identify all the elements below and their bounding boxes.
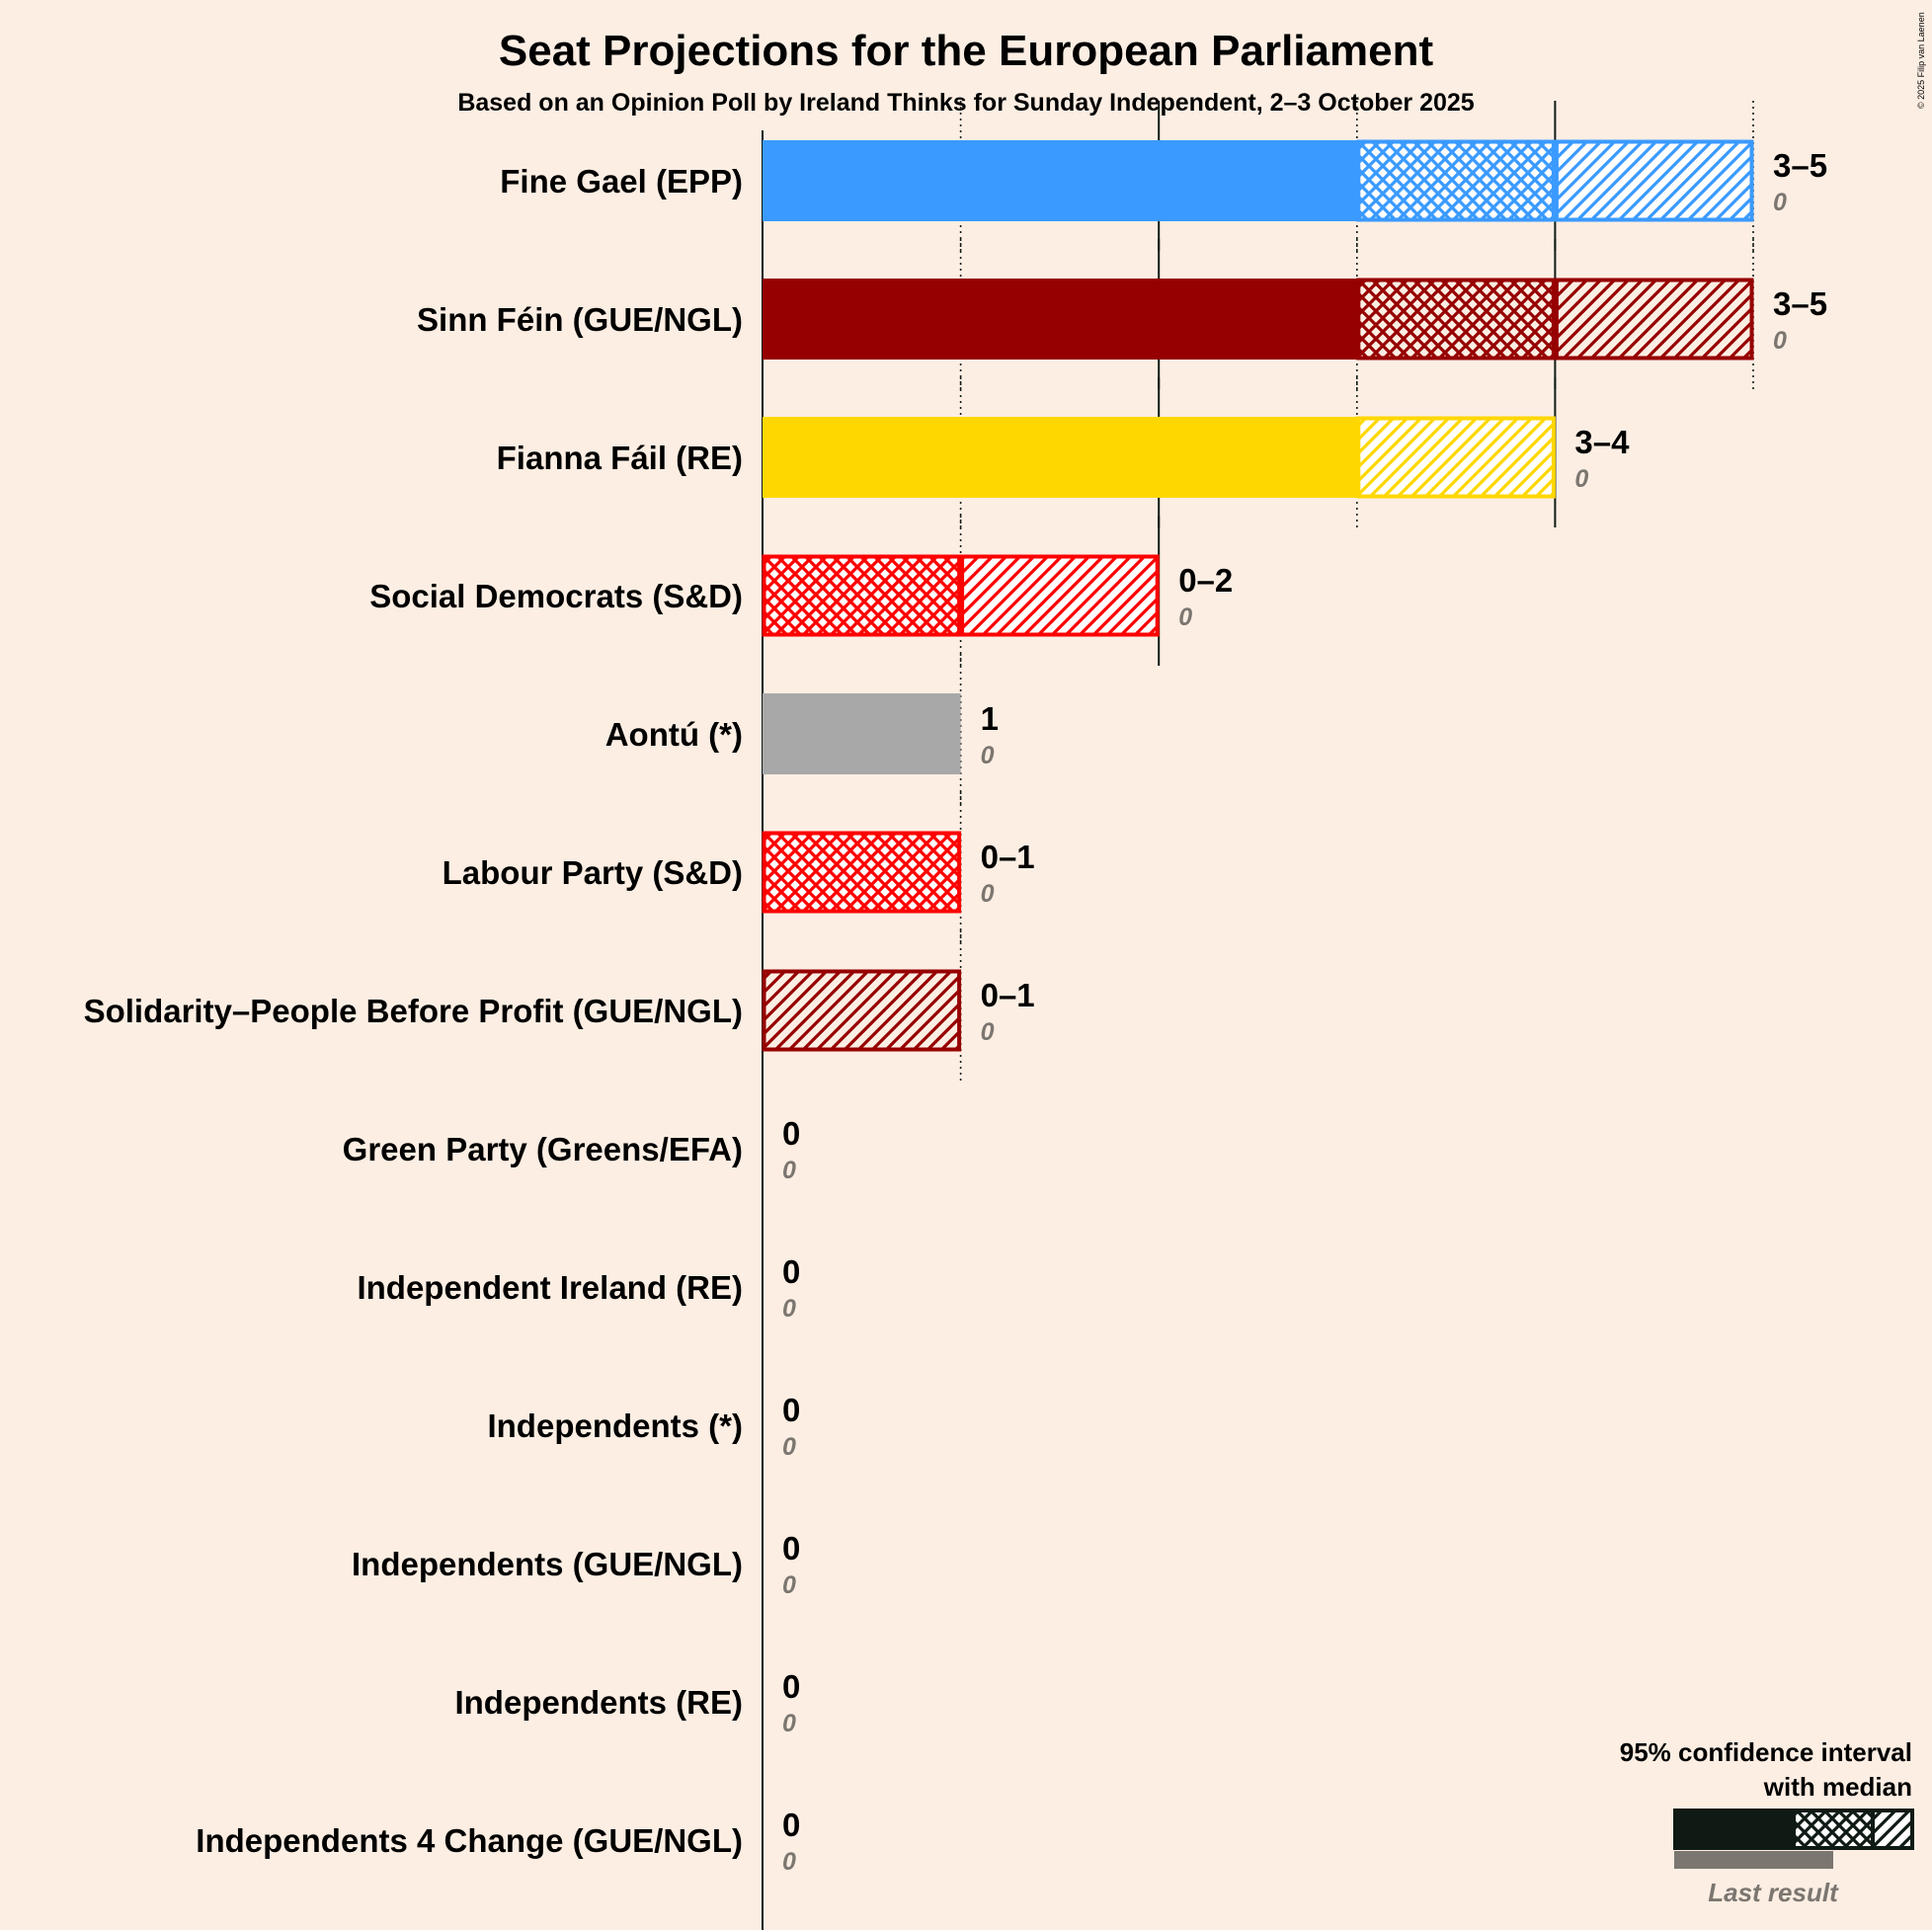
last-result-label: 0 (782, 1433, 796, 1461)
bar-crosshatch (762, 554, 962, 637)
last-result-label: 0 (782, 1295, 796, 1323)
last-result-label: 0 (981, 880, 995, 908)
last-result-label: 0 (1178, 603, 1192, 631)
last-result-label: 0 (1574, 465, 1588, 493)
range-label: 0 (782, 1115, 800, 1152)
range-label: 0–2 (1178, 562, 1233, 599)
bars (762, 139, 1754, 1052)
legend-diagonal-bar (1871, 1809, 1914, 1850)
copyright-notice: © 2025 Filip van Laenen (1916, 12, 1926, 109)
legend-crosshatch-bar (1792, 1809, 1875, 1850)
last-result-label: 0 (981, 1018, 995, 1046)
bar-diagonal (1356, 416, 1556, 499)
range-label: 1 (981, 700, 999, 737)
last-result-label: 0 (981, 742, 995, 769)
last-result-label: 0 (1773, 189, 1787, 216)
bar-solid (763, 279, 1357, 360)
bar-diagonal (1554, 139, 1754, 222)
range-label: 0 (782, 1530, 800, 1567)
bar-solid (763, 417, 1357, 498)
bar-crosshatch (1356, 139, 1556, 222)
legend-line-2: with median (1763, 1772, 1912, 1802)
party-label: Social Democrats (S&D) (369, 578, 743, 614)
range-label: 3–5 (1773, 285, 1827, 322)
range-label: 0–1 (981, 977, 1035, 1013)
legend-line-1: 95% confidence interval (1620, 1737, 1912, 1767)
party-label: Fine Gael (EPP) (500, 163, 743, 200)
range-label: 0 (782, 1392, 800, 1428)
legend-solid-bar (1673, 1809, 1794, 1850)
legend-last-result-bar (1674, 1851, 1833, 1869)
range-label: 0–1 (981, 839, 1035, 875)
party-label: Solidarity–People Before Profit (GUE/NGL… (84, 993, 743, 1029)
range-label: 3–4 (1574, 424, 1630, 460)
bar-solid (763, 693, 961, 774)
party-label: Independent Ireland (RE) (357, 1269, 743, 1306)
party-label: Independents (RE) (454, 1684, 743, 1721)
range-label: 0 (782, 1253, 800, 1290)
last-result-label: 0 (782, 1571, 796, 1599)
party-label: Fianna Fáil (RE) (497, 440, 743, 476)
legend-last-result-label: Last result (1708, 1878, 1839, 1907)
bar-diagonal (960, 554, 1160, 637)
range-label: 3–5 (1773, 147, 1827, 184)
legend: 95% confidence interval with median Last… (1620, 1737, 1914, 1907)
bar-crosshatch (1356, 278, 1556, 361)
chart-title: Seat Projections for the European Parlia… (499, 27, 1434, 75)
party-label: Labour Party (S&D) (443, 854, 743, 891)
labels: Fine Gael (EPP) 3–5 0 Sinn Féin (GUE/NGL) 3–… (84, 147, 1828, 1876)
bar-diagonal (762, 969, 962, 1052)
party-label: Independents (GUE/NGL) (352, 1546, 743, 1582)
bar-diagonal (1554, 278, 1754, 361)
party-label: Independents 4 Change (GUE/NGL) (196, 1822, 743, 1859)
party-label: Aontú (*) (605, 716, 743, 753)
party-label: Sinn Féin (GUE/NGL) (417, 301, 743, 338)
party-label: Green Party (Greens/EFA) (343, 1131, 743, 1167)
chart-subtitle: Based on an Opinion Poll by Ireland Thin… (457, 89, 1474, 117)
range-label: 0 (782, 1807, 800, 1843)
range-label: 0 (782, 1668, 800, 1705)
last-result-label: 0 (1773, 327, 1787, 355)
last-result-label: 0 (782, 1710, 796, 1737)
last-result-label: 0 (782, 1157, 796, 1184)
party-label: Independents (*) (487, 1407, 743, 1444)
last-result-label: 0 (782, 1848, 796, 1876)
bar-crosshatch (762, 831, 962, 914)
bar-solid (763, 140, 1357, 221)
